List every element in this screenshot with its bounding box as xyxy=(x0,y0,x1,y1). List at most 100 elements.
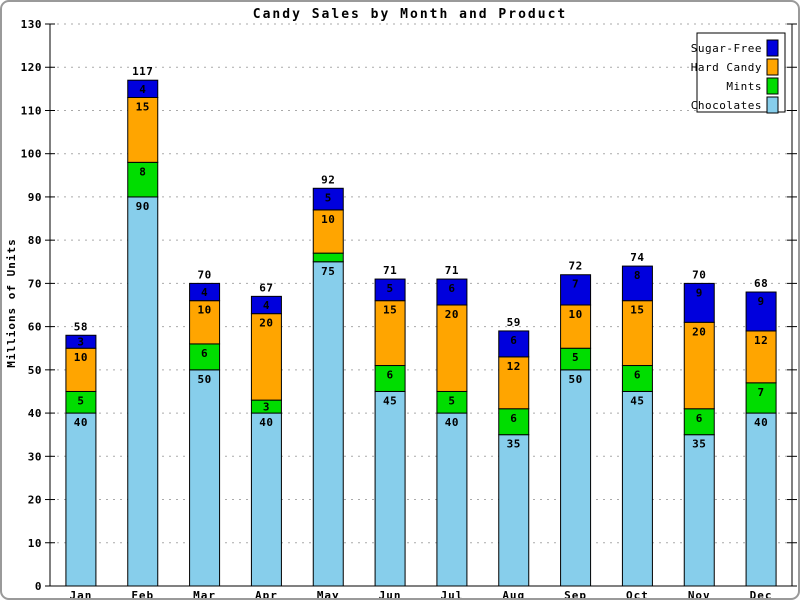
x-tick-label: Nov xyxy=(688,589,711,598)
segment-value-label: 6 xyxy=(387,369,394,382)
bar-segment xyxy=(250,313,282,401)
bar-segment xyxy=(312,209,344,254)
segment-value-label: 6 xyxy=(634,369,641,382)
bar-total-label: 74 xyxy=(630,251,644,264)
legend-swatch xyxy=(766,77,779,95)
x-tick-label: Mar xyxy=(193,589,216,598)
segment-value-label: 4 xyxy=(201,286,208,299)
segment-value-label: 5 xyxy=(448,394,455,407)
bar-segment xyxy=(498,408,530,436)
bar-total-label: 59 xyxy=(507,316,521,329)
segment-value-label: 35 xyxy=(507,438,521,451)
segment-value-label: 35 xyxy=(692,438,706,451)
segment-value-label: 20 xyxy=(259,317,273,330)
segment-value-label: 10 xyxy=(568,308,582,321)
legend-label: Mints xyxy=(726,80,762,93)
legend-label: Sugar-Free xyxy=(691,42,762,55)
legend-label: Hard Candy xyxy=(691,61,762,74)
segment-value-label: 5 xyxy=(387,282,394,295)
segment-value-label: 5 xyxy=(325,191,332,204)
segment-value-label: 45 xyxy=(630,394,644,407)
legend-swatch xyxy=(766,96,779,114)
segment-value-label: 12 xyxy=(754,334,768,347)
y-axis-label: Millions of Units xyxy=(5,238,18,368)
segment-value-label: 8 xyxy=(139,165,146,178)
bar-segment xyxy=(560,369,592,587)
legend-swatch xyxy=(766,58,779,76)
y-tick-label: 70 xyxy=(28,277,42,290)
bar-segment xyxy=(65,347,97,392)
segment-value-label: 4 xyxy=(263,299,270,312)
bar-segment xyxy=(745,330,777,384)
bar-total-label: 71 xyxy=(445,264,459,277)
bar-segment xyxy=(683,282,715,323)
segment-value-label: 4 xyxy=(139,83,146,96)
bar-segment xyxy=(683,321,715,410)
segment-value-label: 20 xyxy=(445,308,459,321)
segment-value-label: 6 xyxy=(448,282,455,295)
segment-value-label: 9 xyxy=(696,286,703,299)
y-tick-label: 10 xyxy=(28,537,42,550)
bar-total-label: 58 xyxy=(74,320,88,333)
y-tick-label: 100 xyxy=(21,148,42,161)
segment-value-label: 40 xyxy=(259,416,273,429)
segment-value-label: 15 xyxy=(630,304,644,317)
bar-segment xyxy=(374,390,406,587)
segment-value-label: 10 xyxy=(74,351,88,364)
x-tick-label: May xyxy=(317,589,340,598)
bar-segment xyxy=(560,274,592,306)
x-tick-label: Feb xyxy=(131,589,154,598)
bar-segment xyxy=(621,265,653,302)
x-tick-label: Sep xyxy=(564,589,587,598)
segment-value-label: 8 xyxy=(634,269,641,282)
legend-swatch xyxy=(766,39,779,57)
segment-value-label: 6 xyxy=(510,412,517,425)
bar-segment xyxy=(498,330,530,358)
bar-total-label: 70 xyxy=(692,268,706,281)
bar-segment xyxy=(189,369,221,587)
segment-value-label: 90 xyxy=(136,200,150,213)
bar-total-label: 70 xyxy=(197,268,211,281)
segment-value-label: 6 xyxy=(201,347,208,360)
segment-value-label: 10 xyxy=(321,213,335,226)
y-tick-label: 30 xyxy=(28,450,42,463)
x-tick-label: Oct xyxy=(626,589,649,598)
bar-segment xyxy=(683,434,715,587)
segment-value-label: 40 xyxy=(74,416,88,429)
bar-segment xyxy=(498,434,530,587)
bar-total-label: 71 xyxy=(383,264,397,277)
bar-total-label: 67 xyxy=(259,281,273,294)
bar-segment xyxy=(65,334,97,349)
bar-segment xyxy=(560,304,592,349)
bar-segment xyxy=(621,300,653,367)
bar-total-label: 92 xyxy=(321,173,335,186)
bar-segment xyxy=(312,261,344,587)
x-tick-label: Jul xyxy=(440,589,463,598)
segment-value-label: 7 xyxy=(572,278,579,291)
segment-value-label: 15 xyxy=(136,100,150,113)
y-tick-label: 40 xyxy=(28,407,42,420)
segment-value-label: 50 xyxy=(568,373,582,386)
bar-segment xyxy=(374,278,406,302)
bar-segment xyxy=(189,300,221,345)
bar-total-label: 68 xyxy=(754,277,768,290)
y-tick-label: 80 xyxy=(28,234,42,247)
bar-segment xyxy=(436,278,468,306)
bar-segment xyxy=(436,304,468,392)
y-tick-label: 120 xyxy=(21,61,42,74)
y-tick-label: 0 xyxy=(35,580,42,593)
y-tick-label: 60 xyxy=(28,321,42,334)
y-tick-label: 130 xyxy=(21,18,42,31)
bar-total-label: 72 xyxy=(568,260,582,273)
segment-value-label: 3 xyxy=(77,336,84,349)
segment-value-label: 45 xyxy=(383,394,397,407)
segment-value-label: 5 xyxy=(77,394,84,407)
bar-segment xyxy=(127,196,159,587)
x-tick-label: Aug xyxy=(502,589,525,598)
segment-value-label: 5 xyxy=(572,351,579,364)
legend-label: Chocolates xyxy=(691,99,762,112)
segment-value-label: 50 xyxy=(197,373,211,386)
bar-segment xyxy=(127,96,159,163)
segment-value-label: 6 xyxy=(696,412,703,425)
